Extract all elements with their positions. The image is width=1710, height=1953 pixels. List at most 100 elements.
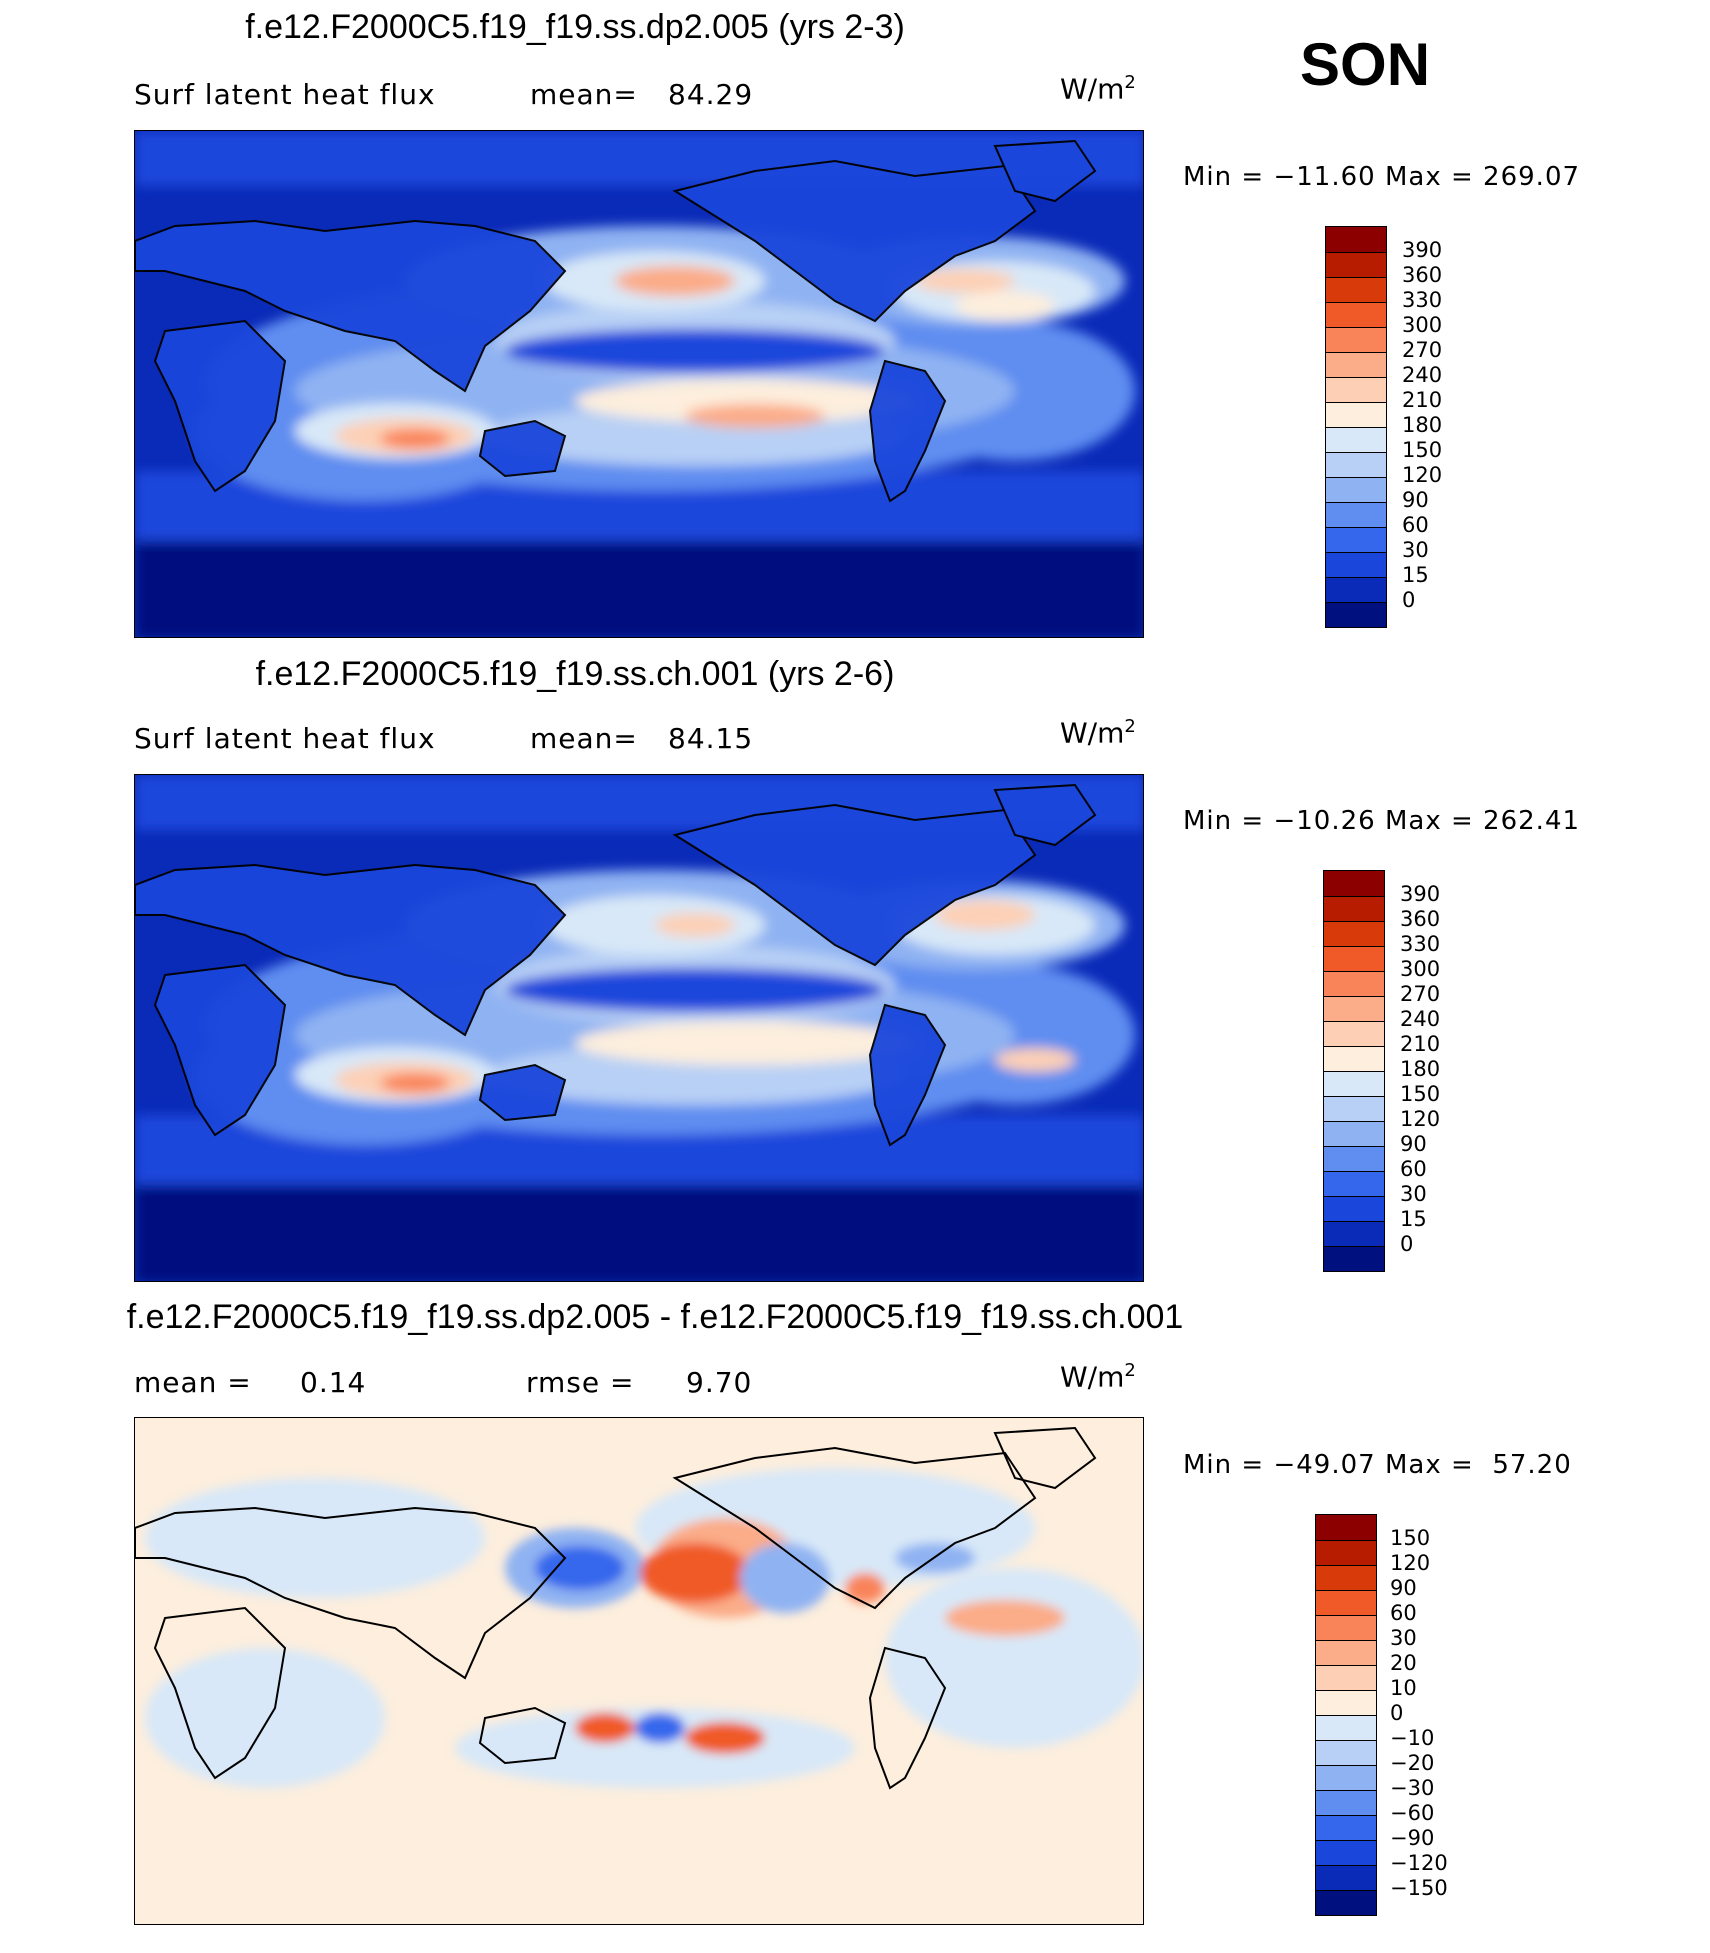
colorbar-tick-label: 210 — [1402, 388, 1443, 412]
colorbar-swatch — [1316, 1765, 1376, 1790]
colorbar-tick-label: 330 — [1400, 932, 1441, 956]
colorbar-swatch — [1316, 1715, 1376, 1740]
colorbar-tick-label: 10 — [1390, 1676, 1417, 1700]
panel-3-map — [134, 1417, 1144, 1925]
colorbar-tick-label: 240 — [1400, 1007, 1441, 1031]
colorbar-tick-label: 60 — [1390, 1601, 1417, 1625]
colorbar-swatch — [1316, 1890, 1376, 1915]
colorbar-swatch — [1316, 1640, 1376, 1665]
panel-1-map — [134, 130, 1144, 638]
colorbar-tick-label: 120 — [1400, 1107, 1441, 1131]
colorbar-swatch — [1326, 452, 1386, 477]
colorbar-swatch — [1324, 1146, 1384, 1171]
colorbar-swatch — [1316, 1590, 1376, 1615]
colorbar-tick-label: 15 — [1400, 1207, 1427, 1231]
colorbar-swatch — [1324, 1171, 1384, 1196]
colorbar-swatch — [1316, 1515, 1376, 1540]
colorbar-tick-label: 0 — [1400, 1232, 1414, 1256]
panel-2-colorbar — [1323, 870, 1385, 1272]
panel-2-units: W/m2 — [1060, 716, 1136, 750]
colorbar-swatch — [1316, 1665, 1376, 1690]
panel-2-mean-label: mean= — [530, 722, 638, 755]
colorbar-tick-label: 120 — [1402, 463, 1443, 487]
panel-2-mean-value: 84.15 — [668, 722, 754, 755]
colorbar-tick-label: 90 — [1400, 1132, 1427, 1156]
colorbar-tick-label: 390 — [1400, 882, 1441, 906]
colorbar-swatch — [1326, 602, 1386, 627]
panel-3-rmse-value: 9.70 — [686, 1366, 753, 1399]
colorbar-tick-label: 180 — [1400, 1057, 1441, 1081]
colorbar-swatch — [1316, 1840, 1376, 1865]
colorbar-swatch — [1316, 1690, 1376, 1715]
colorbar-tick-label: 0 — [1390, 1701, 1404, 1725]
panel-1-field-label: Surf latent heat flux — [134, 78, 436, 111]
colorbar-tick-label: 300 — [1402, 313, 1443, 337]
colorbar-tick-label: 60 — [1400, 1157, 1427, 1181]
colorbar-tick-label: 210 — [1400, 1032, 1441, 1056]
colorbar-tick-label: 270 — [1402, 338, 1443, 362]
season-label: SON — [1300, 31, 1431, 98]
colorbar-swatch — [1316, 1815, 1376, 1840]
colorbar-swatch — [1326, 352, 1386, 377]
colorbar-swatch — [1324, 1196, 1384, 1221]
colorbar-swatch — [1326, 552, 1386, 577]
colorbar-tick-label: −120 — [1390, 1851, 1448, 1875]
colorbar-tick-label: 90 — [1390, 1576, 1417, 1600]
panel-2-colorbar-labels: 390 360 330 300 270 240 210 180 150 120 90 60 30 15 0 — [1400, 870, 1480, 1272]
panel-3-minmax: Min = −49.07 Max = 57.20 — [1183, 1450, 1572, 1480]
colorbar-swatch — [1326, 402, 1386, 427]
panel-2-minmax: Min = −10.26 Max = 262.41 — [1183, 806, 1581, 836]
colorbar-swatch — [1326, 227, 1386, 252]
colorbar-tick-label: 0 — [1402, 588, 1416, 612]
colorbar-tick-label: 15 — [1402, 563, 1429, 587]
colorbar-swatch — [1324, 1021, 1384, 1046]
panel-3-title: f.e12.F2000C5.f19_f19.ss.dp2.005 - f.e12… — [126, 1298, 1184, 1336]
colorbar-tick-label: 60 — [1402, 513, 1429, 537]
colorbar-swatch — [1326, 502, 1386, 527]
colorbar-swatch — [1324, 996, 1384, 1021]
colorbar-tick-label: 90 — [1402, 488, 1429, 512]
colorbar-swatch — [1326, 277, 1386, 302]
colorbar-swatch — [1326, 427, 1386, 452]
colorbar-swatch — [1324, 946, 1384, 971]
colorbar-swatch — [1324, 1096, 1384, 1121]
panel-3-rmse-label: rmse = — [526, 1366, 635, 1399]
colorbar-tick-label: 20 — [1390, 1651, 1417, 1675]
colorbar-swatch — [1324, 971, 1384, 996]
panel-1-title: f.e12.F2000C5.f19_f19.ss.dp2.005 (yrs 2-… — [245, 8, 905, 46]
panel-3-mean-label: mean = — [134, 1366, 252, 1399]
colorbar-swatch — [1324, 871, 1384, 896]
colorbar-tick-label: −10 — [1390, 1726, 1435, 1750]
colorbar-tick-label: 180 — [1402, 413, 1443, 437]
panel-3-colorbar-labels: 150 120 90 60 30 20 10 0 −10 −20 −30 −60 −90 −120 −150 — [1390, 1514, 1480, 1916]
colorbar-tick-label: 330 — [1402, 288, 1443, 312]
colorbar-swatch — [1324, 896, 1384, 921]
colorbar-swatch — [1326, 477, 1386, 502]
colorbar-tick-label: 150 — [1402, 438, 1443, 462]
colorbar-tick-label: 30 — [1390, 1626, 1417, 1650]
panel-1-units: W/m2 — [1060, 72, 1136, 106]
panel-1-minmax: Min = −11.60 Max = 269.07 — [1183, 162, 1581, 192]
colorbar-tick-label: −90 — [1390, 1826, 1435, 1850]
colorbar-tick-label: −20 — [1390, 1751, 1435, 1775]
colorbar-swatch — [1326, 302, 1386, 327]
colorbar-tick-label: 360 — [1402, 263, 1443, 287]
panel-1-mean-value: 84.29 — [668, 78, 754, 111]
colorbar-tick-label: 30 — [1402, 538, 1429, 562]
panel-1-colorbar-labels: 390 360 330 300 270 240 210 180 150 120 90 60 30 15 0 — [1402, 226, 1482, 628]
colorbar-swatch — [1316, 1540, 1376, 1565]
colorbar-swatch — [1316, 1615, 1376, 1640]
colorbar-tick-label: 240 — [1402, 363, 1443, 387]
colorbar-swatch — [1316, 1790, 1376, 1815]
colorbar-tick-label: −150 — [1390, 1876, 1448, 1900]
colorbar-tick-label: −60 — [1390, 1801, 1435, 1825]
colorbar-tick-label: 150 — [1400, 1082, 1441, 1106]
colorbar-swatch — [1316, 1865, 1376, 1890]
colorbar-swatch — [1324, 1046, 1384, 1071]
panel-1-mean-label: mean= — [530, 78, 638, 111]
colorbar-swatch — [1324, 1246, 1384, 1271]
panel-2-title: f.e12.F2000C5.f19_f19.ss.ch.001 (yrs 2-6… — [255, 655, 895, 693]
colorbar-swatch — [1326, 377, 1386, 402]
panel-3-colorbar — [1315, 1514, 1377, 1916]
colorbar-tick-label: 150 — [1390, 1526, 1431, 1550]
